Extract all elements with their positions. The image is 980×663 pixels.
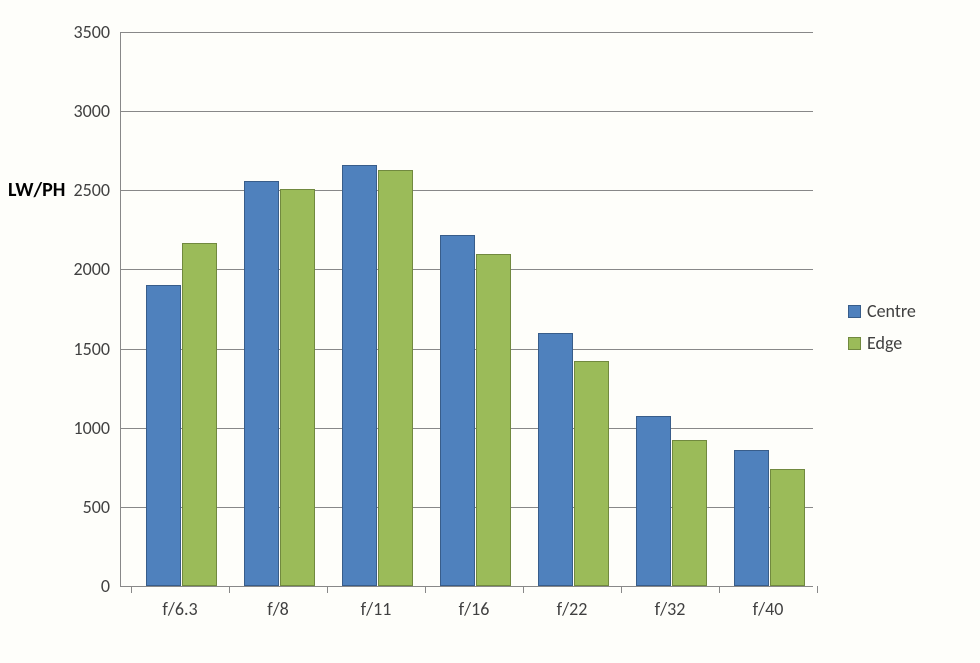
x-tick-label: f/40 (753, 598, 784, 620)
x-tick-label: f/32 (655, 598, 686, 620)
legend-label: Centre (867, 300, 916, 322)
chart-container: LW/PH 0500100015002000250030003500 f/6.3… (0, 0, 980, 663)
y-tick-label: 0 (0, 575, 110, 597)
x-tick-label: f/6.3 (162, 598, 197, 620)
grid-line (121, 32, 813, 33)
y-tick-label: 3500 (0, 21, 110, 43)
x-tick-label: f/11 (361, 598, 392, 620)
legend-swatch (848, 337, 861, 350)
bar-centre (734, 450, 769, 586)
bar-centre (538, 333, 573, 586)
legend-label: Edge (867, 332, 902, 354)
grid-line (121, 190, 813, 191)
grid-line (121, 111, 813, 112)
bar-edge (574, 361, 609, 586)
x-tick-label: f/16 (459, 598, 490, 620)
x-tick-mark (817, 586, 818, 593)
y-tick-label: 500 (0, 496, 110, 518)
legend-item: Centre (848, 300, 916, 322)
x-tick-label: f/8 (267, 598, 289, 620)
x-tick-mark (719, 586, 720, 593)
bar-edge (476, 254, 511, 586)
bar-edge (182, 243, 217, 586)
bar-centre (244, 181, 279, 586)
bar-centre (146, 285, 181, 586)
legend-swatch (848, 305, 861, 318)
legend: Centre Edge (848, 300, 916, 364)
y-tick-label: 1000 (0, 417, 110, 439)
plot-area (120, 32, 813, 587)
y-tick-label: 2500 (0, 179, 110, 201)
x-tick-label: f/22 (557, 598, 588, 620)
legend-item: Edge (848, 332, 916, 354)
x-tick-mark (327, 586, 328, 593)
x-tick-mark (425, 586, 426, 593)
bar-edge (770, 469, 805, 586)
x-axis-ticks: f/6.3 f/8 f/11 f/16 f/22 f/32 f/40 (120, 586, 812, 626)
x-tick-mark (131, 586, 132, 593)
bar-centre (636, 416, 671, 586)
bar-edge (280, 189, 315, 586)
x-tick-mark (523, 586, 524, 593)
x-tick-mark (229, 586, 230, 593)
bar-centre (342, 165, 377, 586)
y-tick-label: 2000 (0, 258, 110, 280)
y-axis-ticks: 0500100015002000250030003500 (0, 32, 120, 586)
bar-edge (672, 440, 707, 586)
bar-edge (378, 170, 413, 586)
x-tick-mark (621, 586, 622, 593)
bar-centre (440, 235, 475, 586)
y-tick-label: 3000 (0, 100, 110, 122)
y-tick-label: 1500 (0, 338, 110, 360)
